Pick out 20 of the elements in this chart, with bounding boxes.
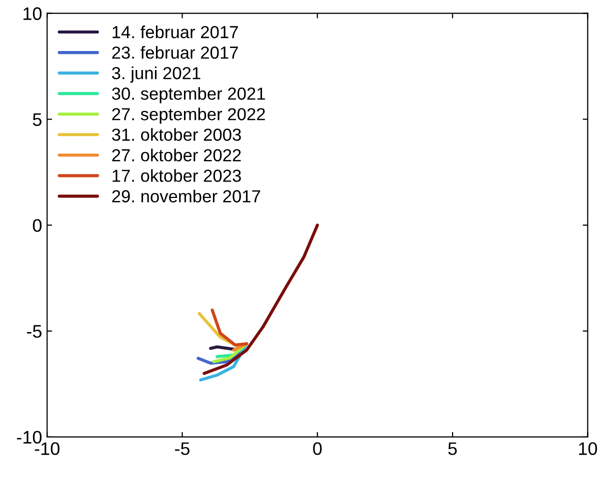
legend-label: 3. juni 2021 (112, 66, 200, 83)
x-tick-label: 10 (579, 442, 598, 456)
y-tick-label: -5 (27, 325, 42, 338)
legend-label: 27. september 2022 (112, 108, 265, 124)
y-tick-label: 10 (24, 7, 42, 20)
legend-label: 31. oktober 2003 (112, 128, 241, 141)
legend-label: 17. oktober 2023 (112, 169, 241, 182)
legend-label: 27. oktober 2022 (112, 148, 241, 162)
legend-label: 29. november 2017 (112, 190, 260, 202)
legend-label: 23. februar 2017 (112, 46, 238, 59)
y-tick-label: 0 (32, 219, 42, 232)
y-tick-label: 5 (32, 113, 42, 126)
legend-label: 30. september 2021 (112, 87, 265, 104)
x-tick-label: 0 (313, 442, 322, 456)
x-tick-label: 5 (448, 442, 457, 456)
line-series (202, 224, 319, 375)
legend-label: 14. februar 2017 (112, 26, 238, 38)
x-tick-label: -5 (175, 442, 190, 456)
line-series (210, 308, 248, 347)
y-tick-label: -10 (16, 430, 42, 444)
